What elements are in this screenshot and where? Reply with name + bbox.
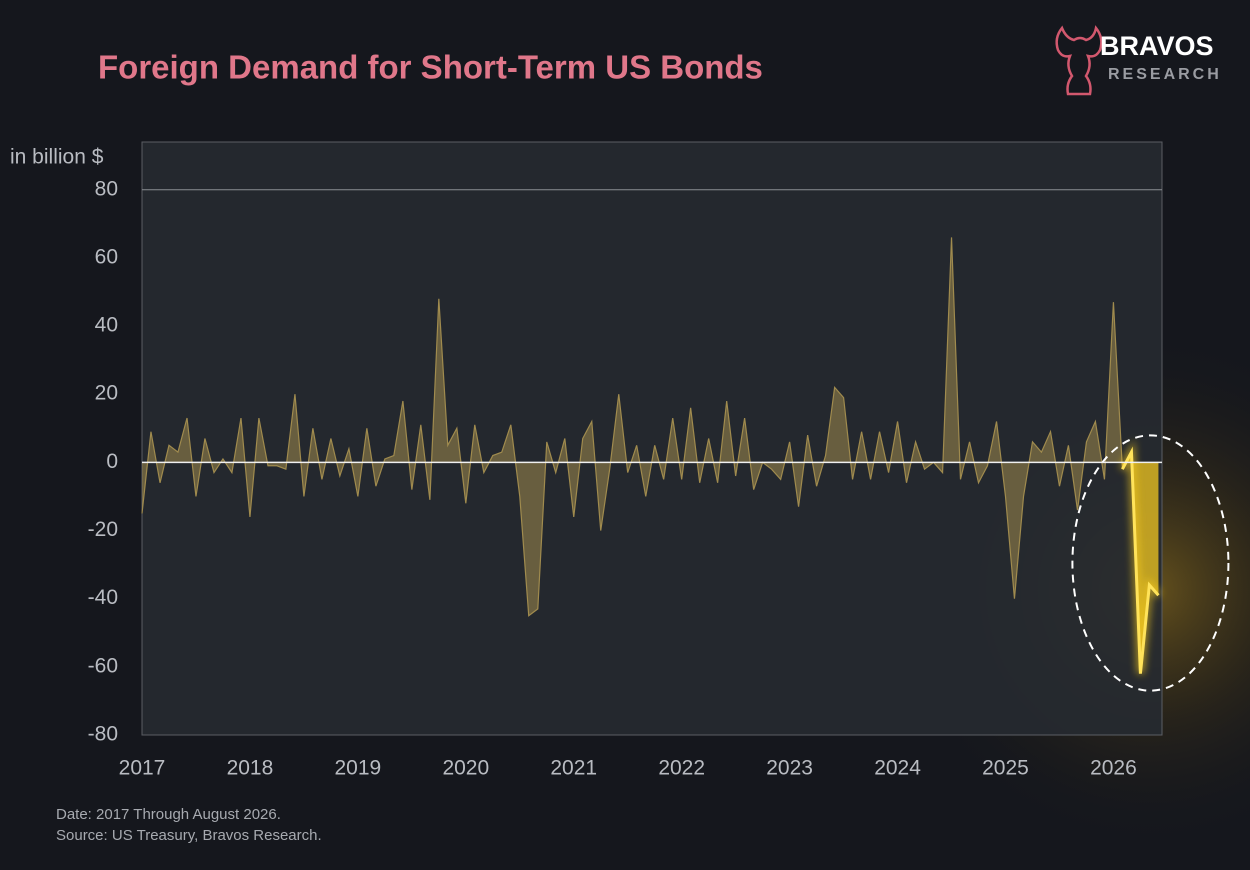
x-tick-label: 2021 (550, 757, 597, 780)
x-tick-label: 2017 (119, 757, 166, 780)
chart-title: Foreign Demand for Short-Term US Bonds (98, 49, 763, 86)
y-tick-label: 80 (95, 177, 118, 200)
logo: BRAVOS RESEARCH (1055, 25, 1222, 96)
y-axis-label: in billion $ (10, 146, 104, 169)
x-tick-label: 2024 (874, 757, 921, 780)
highlight-line (1121, 446, 1160, 674)
y-tick-label: 40 (95, 314, 118, 337)
y-tick-label: -60 (88, 654, 118, 677)
x-tick-label: 2022 (658, 757, 705, 780)
brand: BRAVOS (1100, 31, 1214, 61)
x-tick-label: 2023 (766, 757, 813, 780)
line (141, 237, 1123, 617)
brand-sub: RESEARCH (1108, 66, 1222, 83)
y-tick-label: 20 (95, 382, 118, 405)
y-tick-label: -80 (88, 723, 118, 746)
note: Date: 2017 Through August 2026. (56, 806, 281, 823)
x-tick-label: 2020 (442, 757, 489, 780)
y-tick-label: -40 (88, 586, 118, 609)
highlight-ring (1071, 434, 1230, 692)
x-tick-label: 2019 (335, 757, 382, 780)
x-tick-label: 2026 (1090, 757, 1137, 780)
y-tick-label: 60 (95, 245, 118, 268)
x-tick-label: 2018 (227, 757, 274, 780)
y-tick-label: -20 (88, 518, 118, 541)
y-tick-label: 0 (106, 450, 118, 473)
x-tick-label: 2025 (982, 757, 1029, 780)
highlight-area-fill (1122, 452, 1159, 674)
note: Source: US Treasury, Bravos Research. (56, 827, 322, 844)
logo-icon (1055, 25, 1103, 96)
